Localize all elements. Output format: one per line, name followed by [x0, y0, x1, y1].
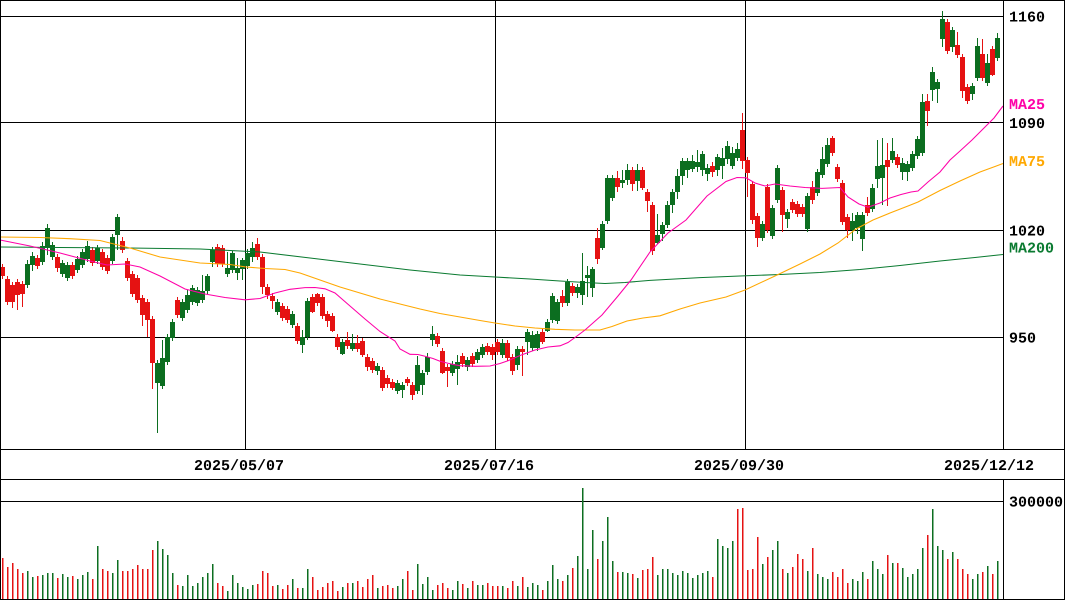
svg-text:2025/12/12: 2025/12/12 — [944, 458, 1034, 475]
svg-text:1090: 1090 — [1009, 116, 1045, 133]
svg-text:2025/09/30: 2025/09/30 — [694, 458, 784, 475]
svg-text:300000: 300000 — [1009, 495, 1063, 512]
svg-text:1020: 1020 — [1009, 224, 1045, 241]
svg-text:MA200: MA200 — [1009, 241, 1054, 258]
svg-text:950: 950 — [1009, 331, 1036, 348]
svg-text:2025/07/16: 2025/07/16 — [444, 458, 534, 475]
svg-text:MA25: MA25 — [1009, 97, 1045, 114]
svg-text:2025/05/07: 2025/05/07 — [194, 458, 284, 475]
svg-text:MA75: MA75 — [1009, 154, 1045, 171]
svg-text:1160: 1160 — [1009, 10, 1045, 27]
